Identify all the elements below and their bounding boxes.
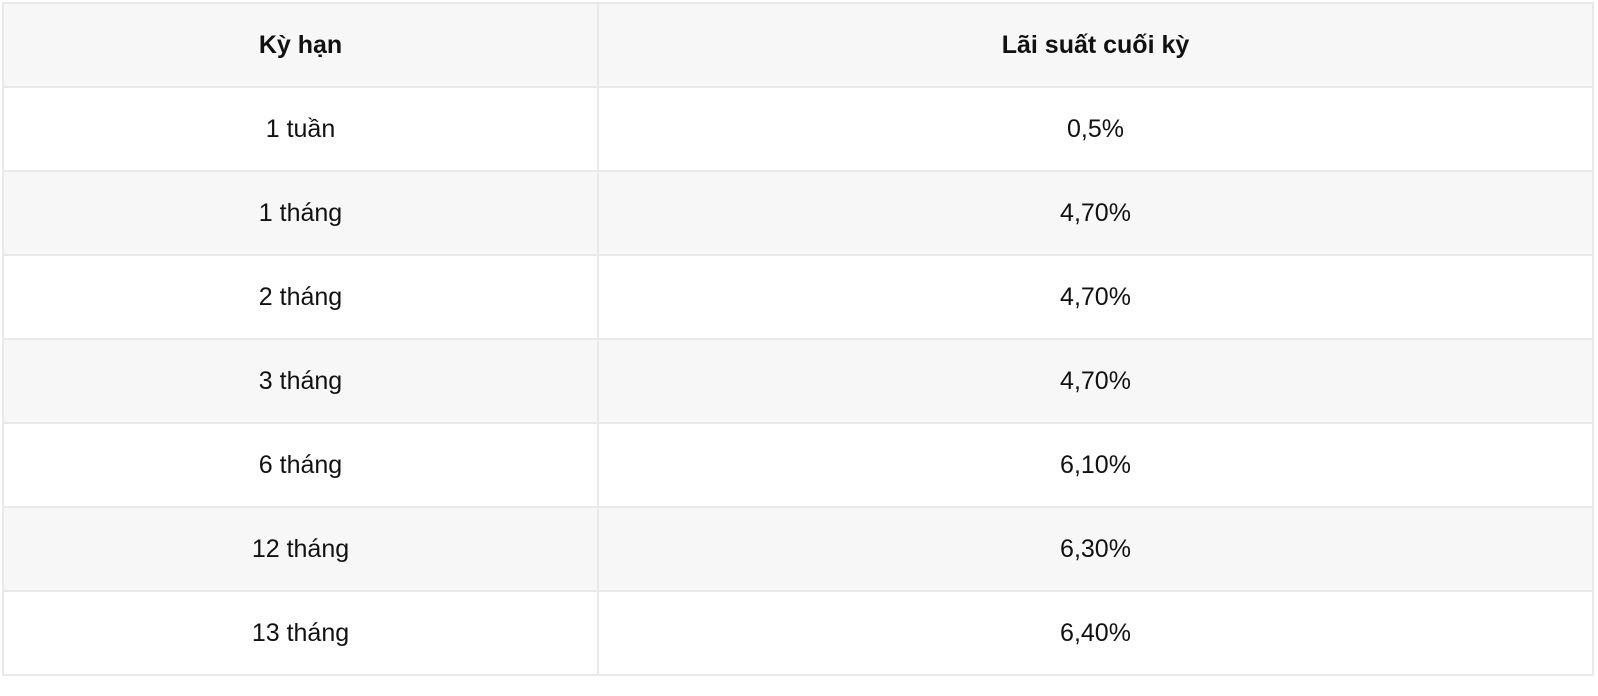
interest-rate-table: Kỳ hạn Lãi suất cuối kỳ 1 tuần 0,5% 1 thán… <box>2 2 1594 676</box>
term-cell: 3 tháng <box>2 338 599 424</box>
table-row: 12 tháng 6,30% <box>2 506 1594 592</box>
term-cell: 2 tháng <box>2 254 599 340</box>
table-row: 3 tháng 4,70% <box>2 338 1594 424</box>
rate-cell: 6,30% <box>597 506 1594 592</box>
header-term: Kỳ hạn <box>2 2 599 88</box>
rate-cell: 4,70% <box>597 170 1594 256</box>
table-row: 2 tháng 4,70% <box>2 254 1594 340</box>
term-cell: 13 tháng <box>2 590 599 676</box>
table-row: 1 tuần 0,5% <box>2 86 1594 172</box>
table-row: 6 tháng 6,10% <box>2 422 1594 508</box>
header-rate: Lãi suất cuối kỳ <box>597 2 1594 88</box>
table-header-row: Kỳ hạn Lãi suất cuối kỳ <box>2 2 1594 88</box>
rate-cell: 4,70% <box>597 338 1594 424</box>
rate-cell: 6,40% <box>597 590 1594 676</box>
term-cell: 1 tuần <box>2 86 599 172</box>
rate-cell: 4,70% <box>597 254 1594 340</box>
rate-cell: 0,5% <box>597 86 1594 172</box>
rate-cell: 6,10% <box>597 422 1594 508</box>
table-row: 13 tháng 6,40% <box>2 590 1594 676</box>
term-cell: 6 tháng <box>2 422 599 508</box>
table-row: 1 tháng 4,70% <box>2 170 1594 256</box>
term-cell: 12 tháng <box>2 506 599 592</box>
term-cell: 1 tháng <box>2 170 599 256</box>
